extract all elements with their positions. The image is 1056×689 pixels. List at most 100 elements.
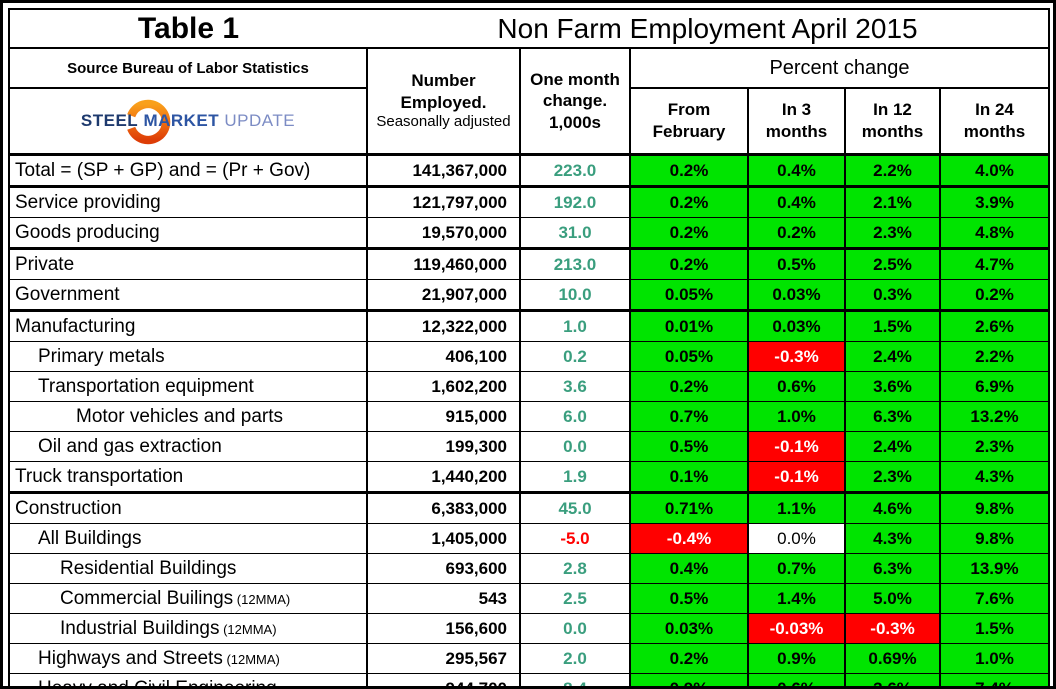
percent-change-cell: 7.6% <box>939 583 1050 614</box>
percent-change-cell: 13.9% <box>939 553 1050 584</box>
percent-change-cell: 3.9% <box>939 185 1050 218</box>
percent-change-cell: 2.6% <box>939 309 1050 342</box>
one-month-change-value: 8.4 <box>519 673 631 686</box>
table-body: Total = (SP + GP) and = (Pr + Gov) 141,36… <box>8 154 1050 686</box>
percent-change-cell: 2.3% <box>844 217 941 249</box>
one-month-change-value: 6.0 <box>519 401 631 432</box>
percent-change-cell: 2.5% <box>844 247 941 280</box>
table-row: Commercial Builings (12MMA) 543 2.5 0.5% 1.4… <box>8 583 1050 614</box>
table-row: Goods producing 19,570,000 31.0 0.2% 0.2% 2.3… <box>8 217 1050 249</box>
percent-change-cell: 1.4% <box>747 583 846 614</box>
steel-market-update-logo: STEEL MARKET UPDATE <box>43 95 333 147</box>
logo-word-steel: STEEL <box>80 111 139 130</box>
number-employed-value: 21,907,000 <box>366 279 521 311</box>
percent-change-cell: 6.3% <box>844 553 941 584</box>
from-february-line2: February <box>652 122 726 141</box>
column-header-percent-change: Percent change <box>629 48 1050 89</box>
row-label: Motor vehicles and parts <box>8 401 368 432</box>
table-row: Oil and gas extraction 199,300 0.0 0.5% -0.1… <box>8 431 1050 462</box>
percent-change-cell: -0.3% <box>844 613 941 644</box>
row-label: Heavy and Civil Engineering <box>8 673 368 686</box>
percent-change-cell: 0.4% <box>747 154 846 187</box>
column-header-number-employed: Number Employed. Seasonally adjusted <box>366 47 521 156</box>
percent-change-cell: -0.1% <box>747 461 846 493</box>
row-label: Service providing <box>8 185 368 218</box>
percent-change-cell: 4.0% <box>939 154 1050 187</box>
in-24-months-line2: months <box>963 122 1026 141</box>
percent-change-cell: -0.3% <box>747 341 846 372</box>
logo-word-update: UPDATE <box>224 111 296 130</box>
row-label: Residential Buildings <box>8 553 368 584</box>
row-label: Manufacturing <box>8 309 368 342</box>
in-12-months-line1: In 12 <box>873 99 912 119</box>
number-employed-value: 1,440,200 <box>366 461 521 493</box>
table-row: Motor vehicles and parts 915,000 6.0 0.7% 1.… <box>8 401 1050 432</box>
percent-change-cell: 0.03% <box>747 279 846 311</box>
percent-change-cell: 0.2% <box>629 154 749 187</box>
one-month-change-value: 31.0 <box>519 217 631 249</box>
in-12-months-line2: months <box>861 122 924 141</box>
percent-change-cell: 2.4% <box>844 431 941 462</box>
source-note: Source Bureau of Labor Statistics <box>8 48 368 89</box>
percent-change-cell: 4.3% <box>844 523 941 554</box>
one-month-change-value: 0.0 <box>519 431 631 462</box>
header-row-sub: STEEL MARKET UPDATE From February In 3 m… <box>8 87 1050 156</box>
percent-change-cell: 4.8% <box>939 217 1050 249</box>
row-label: Oil and gas extraction <box>8 431 368 462</box>
one-month-change-value: 10.0 <box>519 279 631 311</box>
one-month-change-value: 0.0 <box>519 613 631 644</box>
logo-word-market: MARKET <box>143 111 220 130</box>
table-row: Industrial Buildings (12MMA) 156,600 0.0 0.… <box>8 613 1050 644</box>
percent-change-cell: 1.5% <box>844 309 941 342</box>
number-employed-value: 295,567 <box>366 643 521 674</box>
non-farm-employment-table: Table 1 Non Farm Employment April 2015 S… <box>8 8 1050 686</box>
number-employed-value: 915,000 <box>366 401 521 432</box>
header-row-top: Source Bureau of Labor Statistics Number… <box>8 47 1050 156</box>
table-row: Private 119,460,000 213.0 0.2% 0.5% 2.5% 4.7% <box>8 247 1050 280</box>
percent-change-cell: 0.03% <box>629 613 749 644</box>
number-employed-line3: Seasonally adjusted <box>376 112 511 130</box>
logo-crescent-icon <box>127 99 171 145</box>
number-employed-value: 119,460,000 <box>366 247 521 280</box>
one-month-change-value: 1.9 <box>519 461 631 493</box>
percent-change-cell: 5.0% <box>844 583 941 614</box>
percent-change-cell: 0.5% <box>629 583 749 614</box>
percent-change-cell: 1.0% <box>939 643 1050 674</box>
column-header-in-12-months: In 12 months <box>844 87 941 156</box>
percent-change-cell: 4.6% <box>844 491 941 524</box>
in-3-months-line2: months <box>765 122 828 141</box>
percent-change-cell: 2.3% <box>939 431 1050 462</box>
column-header-from-february: From February <box>629 87 749 156</box>
row-label: Total = (SP + GP) and = (Pr + Gov) <box>8 154 368 187</box>
in-24-months-line1: In 24 <box>975 99 1014 119</box>
row-label: Commercial Builings (12MMA) <box>8 583 368 614</box>
percent-change-cell: 3.6% <box>844 371 941 402</box>
number-employed-value: 199,300 <box>366 431 521 462</box>
percent-change-cell: 0.2% <box>629 217 749 249</box>
percent-change-cell: 7.4% <box>939 673 1050 686</box>
number-employed-value: 141,367,000 <box>366 154 521 187</box>
number-employed-value: 6,383,000 <box>366 491 521 524</box>
percent-change-cell: 0.05% <box>629 279 749 311</box>
table-row: Construction 6,383,000 45.0 0.71% 1.1% 4.6% 9.… <box>8 491 1050 524</box>
number-employed-value: 944,700 <box>366 673 521 686</box>
percent-change-cell: 0.9% <box>747 643 846 674</box>
one-month-line2: change. <box>542 91 608 111</box>
table-row: Highways and Streets (12MMA) 295,567 2.0 0.… <box>8 643 1050 674</box>
row-label: Highways and Streets (12MMA) <box>8 643 368 674</box>
column-header-in-24-months: In 24 months <box>939 87 1050 156</box>
one-month-change-value: 223.0 <box>519 154 631 187</box>
row-label: All Buildings <box>8 523 368 554</box>
row-label: Goods producing <box>8 217 368 249</box>
percent-change-cell: 9.8% <box>939 491 1050 524</box>
row-label: Construction <box>8 491 368 524</box>
number-employed-value: 19,570,000 <box>366 217 521 249</box>
percent-change-cell: 0.7% <box>629 401 749 432</box>
percent-change-cell: 0.7% <box>747 553 846 584</box>
percent-change-cell: 1.0% <box>747 401 846 432</box>
table-row: Manufacturing 12,322,000 1.0 0.01% 0.03% 1.5%… <box>8 309 1050 342</box>
one-month-change-value: 213.0 <box>519 247 631 280</box>
logo-cell: STEEL MARKET UPDATE <box>8 87 368 156</box>
percent-change-cell: 6.9% <box>939 371 1050 402</box>
